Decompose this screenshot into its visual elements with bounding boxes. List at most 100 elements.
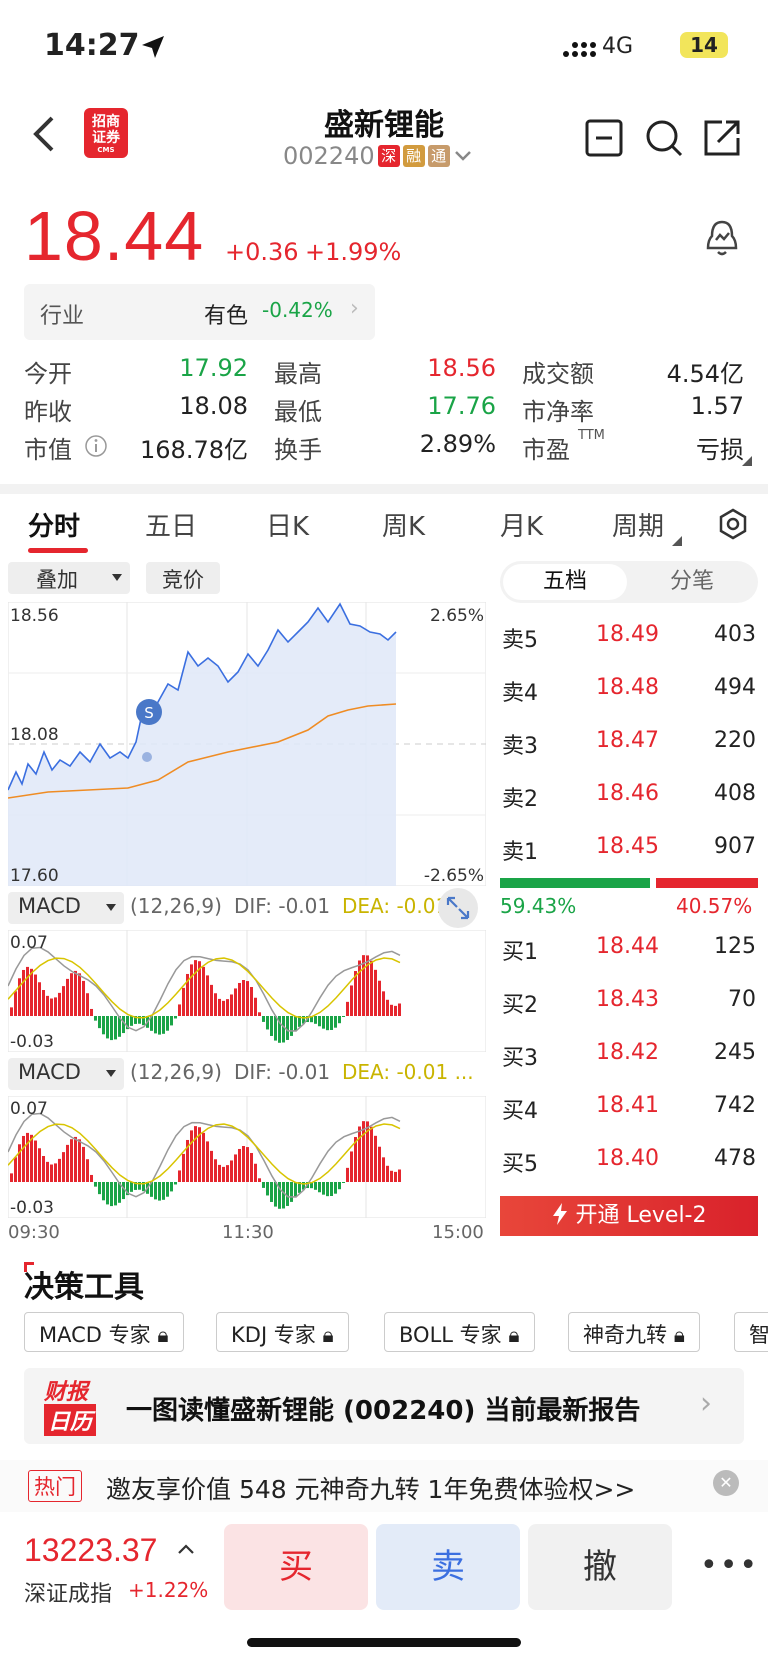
tool-macd-expert[interactable]: MACD 专家 🔒︎ [24,1312,184,1352]
macd-dea-2: DEA: -0.01 ... [342,1060,474,1084]
macd-bar-positive [234,988,237,1016]
buy-ratio-fill [500,878,650,888]
promo-bar[interactable]: 热门 邀友享价值 548 元神奇九转 1年免费体验权>> ✕ [0,1460,768,1512]
bid-list: 买1 18.44 125 买2 18.43 70 买3 18.42 245 买4… [500,934,758,1184]
price-alert-icon[interactable] [700,216,744,260]
macd-bar-positive [374,969,377,1016]
tool-more[interactable]: 智 [734,1312,768,1352]
search-icon[interactable] [644,118,684,158]
tool-kdj-expert[interactable]: KDJ 专家 🔒︎ [216,1312,349,1352]
macd-bar-positive [202,966,205,1016]
macd-dropdown-2[interactable]: MACD [8,1058,124,1090]
macd-dif-2: DIF: -0.01 [234,1060,331,1084]
overlay-label: 叠加 [36,568,78,592]
sell-ratio-fill [656,878,758,888]
macd-bar-positive [202,1132,205,1182]
auction-button[interactable]: 竞价 [146,562,220,594]
macd-chart-2: 0.07 -0.03 [8,1096,486,1218]
settings-icon[interactable] [717,508,749,540]
fullscreen-button[interactable] [438,888,478,928]
macd-bar-negative [302,1182,305,1190]
home-indicator [247,1638,521,1647]
tab-period[interactable]: 周期 [612,512,665,542]
chevron-up-icon[interactable] [176,1542,196,1556]
tool-magic-nine[interactable]: 神奇九转 🔒︎ [568,1312,700,1352]
quote-label-high: 最高 [274,360,322,388]
broker-logo: 招商 证券 CMS [84,108,128,158]
tab-monthly-k[interactable]: 月K [500,512,544,542]
quote-label-turnover: 成交额 [522,360,594,388]
macd-bar-positive [42,1156,45,1182]
buy-button[interactable]: 买 [224,1524,368,1610]
macd-bar-positive [190,1130,193,1182]
stock-code-selector[interactable]: 002240 深 融 通 [283,142,473,170]
level2-button[interactable]: 开通 Level-2 [500,1196,758,1236]
industry-bar[interactable]: 行业 有色 -0.42% › [24,284,375,340]
ask-price: 18.46 [596,781,659,806]
expand-corner-icon[interactable] [742,456,752,466]
tab-weekly-k[interactable]: 周K [382,512,426,542]
cancel-order-button[interactable]: 撤 [528,1524,672,1610]
trade-marker-label: S [144,704,154,722]
ask-label: 卖2 [502,787,538,812]
bid-label: 买3 [502,1046,538,1071]
network-type: 4G [602,34,634,59]
ask-price: 18.47 [596,728,659,753]
bid-price: 18.44 [596,934,659,959]
quote-label-prevclose: 昨收 [24,398,72,426]
tab-daily-k[interactable]: 日K [266,512,310,542]
index-value[interactable]: 13223.37 [24,1532,158,1568]
minimize-window-button[interactable] [584,118,624,158]
macd-bar-positive [258,1012,261,1016]
back-button[interactable] [30,112,60,167]
tab-tick[interactable]: 分笔 [669,569,714,594]
macd-bars-2 [10,1121,401,1209]
macd-bar-negative [270,1016,273,1036]
macd-bar-positive [86,993,89,1016]
overlay-dropdown[interactable]: 叠加 [8,562,130,594]
macd-bar-positive [238,1148,241,1182]
macd-bar-negative [94,1182,97,1187]
share-icon[interactable] [702,118,742,158]
tool-boll-expert[interactable]: BOLL 专家 🔒︎ [384,1312,535,1352]
report-banner[interactable]: 财报 日历 一图读懂盛新锂能 (002240) 当前最新报告 › [24,1368,744,1444]
info-icon[interactable] [84,434,108,458]
macd-bar-positive [62,986,65,1016]
macd-bar-positive [26,1132,29,1182]
macd-bar-negative [162,1016,165,1034]
trade-marker[interactable] [136,699,162,725]
expand-icon [446,896,470,920]
macd-bar-positive [46,995,49,1016]
macd-bar-positive [378,1146,381,1182]
macd-bar-positive [226,999,229,1016]
macd-bar-positive [354,971,357,1016]
macd-dropdown-1[interactable]: MACD [8,892,124,924]
macd-bar-positive [182,987,185,1016]
lock-icon: 🔒︎ [322,1323,334,1347]
ask-label: 卖4 [502,681,538,706]
macd-bar-positive [206,975,209,1016]
pct-label-bottom: -2.65% [424,866,484,886]
macd-bar-negative [114,1016,117,1040]
macd-bar-positive [230,994,233,1016]
macd-bar-positive [386,1165,389,1182]
tab-five-day[interactable]: 五日 [145,512,198,542]
macd-bar-positive [394,1005,397,1016]
macd-bar-positive [70,973,73,1016]
sell-button[interactable]: 卖 [376,1524,520,1610]
time-label-mid: 11:30 [222,1222,274,1243]
intraday-chart[interactable]: S 18.56 18.08 17.60 2.65% -2.65% [8,602,486,886]
tab-intraday[interactable]: 分时 [28,512,81,542]
macd-bar-positive [78,1139,81,1182]
macd-bar-negative [150,1016,153,1031]
period-corner-icon [672,536,682,546]
macd-bar-negative [126,1182,129,1196]
promo-close-icon[interactable]: ✕ [713,1470,739,1496]
macd-bar-negative [158,1016,161,1035]
bid-volume: 742 [714,1093,756,1118]
more-icon[interactable]: ••• [700,1548,760,1583]
tab-five-level[interactable]: 五档 [503,564,627,600]
ask-price: 18.48 [596,675,659,700]
ask-volume: 494 [714,675,756,700]
macd-dif-line-1 [8,946,401,1032]
